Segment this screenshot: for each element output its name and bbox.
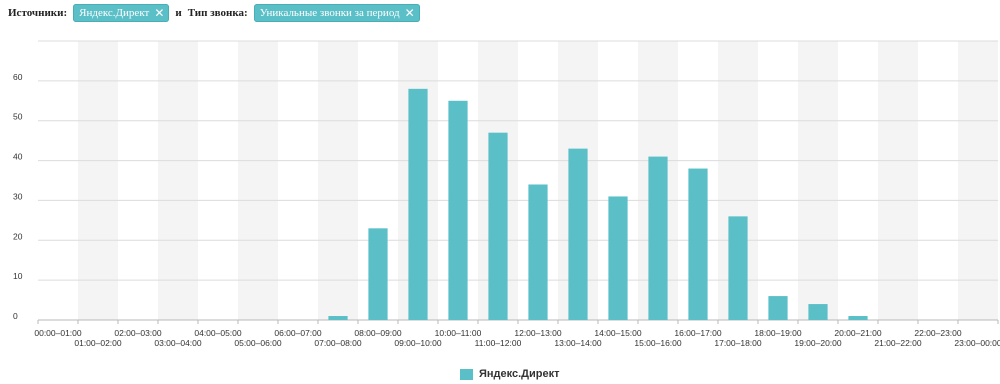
- y-tick-label: 60: [13, 72, 23, 82]
- x-tick-label: 15:00–16:00: [634, 338, 682, 348]
- column-band: [238, 41, 278, 320]
- call-type-label: Тип звонка:: [187, 7, 248, 19]
- y-tick-label: 40: [13, 152, 23, 162]
- bar: [448, 100, 468, 321]
- x-tick-label: 10:00–11:00: [435, 328, 482, 338]
- bar: [568, 148, 588, 320]
- column-band: [158, 41, 198, 320]
- bar: [768, 296, 788, 320]
- y-tick-label: 20: [13, 231, 23, 241]
- bar: [408, 88, 428, 320]
- x-tick-label: 12:00–13:00: [514, 328, 562, 338]
- column-band: [878, 41, 918, 320]
- bar: [648, 156, 668, 320]
- source-filter-chip[interactable]: Яндекс.Директ ✕: [73, 4, 170, 22]
- x-tick-label: 09:00–10:00: [394, 338, 442, 348]
- x-tick-label: 03:00–04:00: [154, 338, 202, 348]
- x-tick-label: 11:00–12:00: [475, 338, 522, 348]
- legend-label: Яндекс.Директ: [479, 368, 560, 380]
- x-tick-label: 01:00–02:00: [74, 338, 122, 348]
- y-tick-label: 10: [13, 271, 23, 281]
- x-tick-label: 07:00–08:00: [314, 338, 362, 348]
- y-tick-label: 50: [13, 112, 23, 122]
- column-band: [798, 41, 838, 320]
- close-icon[interactable]: ✕: [154, 6, 165, 20]
- y-tick-label: 30: [13, 191, 23, 201]
- call-type-filter-chip[interactable]: Уникальные звонки за период ✕: [253, 4, 420, 22]
- x-tick-label: 23:00–00:00: [954, 338, 1000, 348]
- x-tick-label: 02:00–03:00: [114, 328, 162, 338]
- sources-label: Источники:: [8, 7, 68, 19]
- x-tick-label: 14:00–15:00: [594, 328, 642, 338]
- bar: [488, 132, 508, 320]
- bar: [728, 216, 748, 320]
- bar: [688, 168, 708, 320]
- legend-swatch: [460, 368, 473, 380]
- x-tick-label: 08:00–09:00: [354, 328, 402, 338]
- bar: [368, 228, 388, 320]
- x-tick-label: 19:00–20:00: [794, 338, 842, 348]
- x-tick-label: 20:00–21:00: [834, 328, 882, 338]
- x-tick-label: 22:00–23:00: [914, 328, 962, 338]
- x-tick-label: 17:00–18:00: [714, 338, 762, 348]
- call-type-chip-label: Уникальные звонки за период: [259, 7, 400, 19]
- close-icon[interactable]: ✕: [404, 6, 415, 20]
- source-chip-label: Яндекс.Директ: [79, 7, 150, 19]
- column-band: [318, 41, 358, 320]
- filter-joiner: и: [175, 7, 182, 19]
- x-tick-label: 21:00–22:00: [874, 338, 922, 348]
- x-tick-label: 13:00–14:00: [554, 338, 602, 348]
- bar: [608, 196, 628, 320]
- column-band: [78, 41, 118, 320]
- x-tick-label: 06:00–07:00: [274, 328, 322, 338]
- x-tick-label: 18:00–19:00: [754, 328, 802, 338]
- x-tick-label: 00:00–01:00: [34, 328, 82, 338]
- bar: [328, 316, 348, 320]
- bar: [528, 184, 548, 320]
- x-tick-label: 04:00–05:00: [194, 328, 242, 338]
- bar: [848, 316, 868, 320]
- x-tick-label: 16:00–17:00: [674, 328, 722, 338]
- filter-bar: Источники: Яндекс.Директ ✕ и Тип звонка:…: [8, 3, 420, 23]
- x-tick-label: 05:00–06:00: [234, 338, 282, 348]
- y-tick-label: 0: [13, 311, 18, 321]
- column-band: [958, 41, 998, 320]
- bar: [808, 304, 828, 320]
- chart-legend[interactable]: Яндекс.Директ: [460, 368, 560, 380]
